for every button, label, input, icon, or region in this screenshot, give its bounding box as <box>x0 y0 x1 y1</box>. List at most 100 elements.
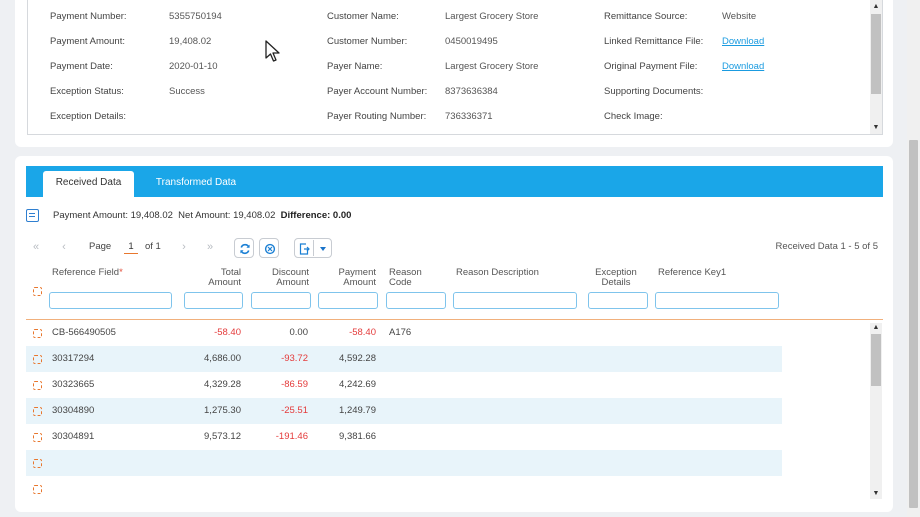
filter-exception-details[interactable] <box>588 292 648 309</box>
row-select-checkbox[interactable] <box>33 485 42 494</box>
export-icon <box>299 243 310 255</box>
table-row[interactable] <box>26 450 782 476</box>
cell-reference: 30304890 <box>52 405 95 416</box>
first-page-icon[interactable]: « <box>32 241 40 253</box>
col-total-amount-line2: Amount <box>208 277 241 288</box>
filter-total-amount[interactable] <box>184 292 243 309</box>
tab-received-data[interactable]: Received Data <box>43 171 134 197</box>
scroll-up-icon[interactable]: ▲ <box>872 324 880 331</box>
col-reason-code[interactable]: Reason Code <box>389 268 422 288</box>
exception-status-value: Success <box>169 86 205 97</box>
reset-button[interactable] <box>259 238 279 258</box>
header-divider <box>26 319 883 320</box>
scroll-up-icon[interactable]: ▲ <box>872 3 880 10</box>
supporting-documents-label: Supporting Documents: <box>604 86 704 97</box>
info-row: Payment Number: 5355750194 Customer Name… <box>28 11 864 25</box>
cell-reference: 30304891 <box>52 431 95 442</box>
grid-scrollbar[interactable]: ▲ ▼ <box>870 323 882 499</box>
row-select-checkbox[interactable] <box>33 355 42 364</box>
col-payment-amount-line1: Payment <box>338 267 377 278</box>
remittance-source-value: Website <box>722 11 757 22</box>
row-select-checkbox[interactable] <box>33 329 42 338</box>
payer-name-value: Largest Grocery Store <box>445 61 539 72</box>
filter-reason-code[interactable] <box>386 292 446 309</box>
col-reason-code-line1: Reason <box>389 267 422 278</box>
payer-routing-number-label: Payer Routing Number: <box>327 111 427 122</box>
filter-discount-amount[interactable] <box>251 292 311 309</box>
table-row[interactable]: 30304891 9,573.12 -191.46 9,381.66 <box>26 424 782 450</box>
filter-reason-description[interactable] <box>453 292 577 309</box>
last-page-icon[interactable]: » <box>206 241 214 253</box>
export-button[interactable] <box>294 238 332 258</box>
cell-reference: 30317294 <box>52 353 95 364</box>
required-mark: * <box>119 267 123 278</box>
filter-reference-key[interactable] <box>655 292 779 309</box>
data-panel: Received Data Transformed Data Payment A… <box>15 156 893 512</box>
customer-name-value: Largest Grocery Store <box>445 11 539 22</box>
mouse-cursor-icon <box>265 40 280 62</box>
cell-total-amount: -58.40 <box>214 327 241 338</box>
filter-reference-field[interactable] <box>49 292 172 309</box>
original-payment-download-link[interactable]: Download <box>722 61 765 72</box>
row-select-checkbox[interactable] <box>33 407 42 416</box>
payment-info-panel: Payment Number: 5355750194 Customer Name… <box>15 0 893 147</box>
row-select-icon <box>33 287 42 296</box>
payer-account-number-value: 8373636384 <box>445 86 498 97</box>
table-row[interactable]: 30304890 1,275.30 -25.51 1,249.79 <box>26 398 782 424</box>
summary-payment-amount: Payment Amount: 19,408.02 <box>53 210 173 221</box>
remittance-source-label: Remittance Source: <box>604 11 688 22</box>
filter-payment-amount[interactable] <box>318 292 378 309</box>
page-scrollbar-thumb[interactable] <box>909 140 918 508</box>
cell-payment-amount: 1,249.79 <box>339 405 376 416</box>
page-label: Page <box>89 241 112 252</box>
exception-details-label: Exception Details: <box>50 111 127 122</box>
payer-routing-number-value: 736336371 <box>445 111 493 122</box>
table-row[interactable]: 30323665 4,329.28 -86.59 4,242.69 <box>26 372 782 398</box>
cell-payment-amount: 9,381.66 <box>339 431 376 442</box>
info-row: Payment Date: 2020-01-10 Payer Name: Lar… <box>28 61 864 75</box>
col-discount-amount-line2: Amount <box>276 277 309 288</box>
refresh-button[interactable] <box>234 238 254 258</box>
row-select-icon <box>33 381 42 390</box>
chevron-down-icon[interactable] <box>320 247 326 251</box>
select-all-checkbox[interactable] <box>33 287 42 296</box>
table-row[interactable]: 30317294 4,686.00 -93.72 4,592.28 <box>26 346 782 372</box>
col-reference-field-label: Reference Field <box>52 267 120 278</box>
col-reference-field[interactable]: Reference Field* <box>52 268 123 278</box>
row-select-checkbox[interactable] <box>33 381 42 390</box>
col-reason-code-line2: Code <box>389 277 412 288</box>
col-payment-amount[interactable]: Payment Amount <box>318 267 377 288</box>
payment-info-grid: Payment Number: 5355750194 Customer Name… <box>27 0 883 135</box>
grid-scrollbar-thumb[interactable] <box>871 334 881 386</box>
linked-remittance-download-link[interactable]: Download <box>722 36 765 47</box>
scroll-down-icon[interactable]: ▼ <box>872 490 880 497</box>
exception-status-label: Exception Status: <box>50 86 124 97</box>
tab-transformed-data[interactable]: Transformed Data <box>155 177 237 188</box>
col-discount-amount[interactable]: Discount Amount <box>250 268 309 288</box>
table-row[interactable]: CB-566490505 -58.40 0.00 -58.40 A176 <box>26 320 782 346</box>
summary-icon <box>26 209 39 222</box>
payer-name-label: Payer Name: <box>327 61 383 72</box>
col-exception-details-line2: Details <box>601 277 631 288</box>
cell-discount-amount: -93.72 <box>281 353 308 364</box>
customer-number-label: Customer Number: <box>327 36 408 47</box>
page-scrollbar[interactable] <box>907 0 920 517</box>
check-image-label: Check Image: <box>604 111 663 122</box>
payment-date-label: Payment Date: <box>50 61 113 72</box>
col-total-amount[interactable]: Total Amount <box>183 268 241 288</box>
scroll-down-icon[interactable]: ▼ <box>872 124 880 131</box>
col-reason-description[interactable]: Reason Description <box>456 267 539 278</box>
page-number-input[interactable]: 1 <box>124 239 138 254</box>
col-reference-key[interactable]: Reference Key1 <box>658 267 727 278</box>
scrollbar-thumb[interactable] <box>871 14 881 94</box>
original-payment-file-label: Original Payment File: <box>604 61 698 72</box>
table-row[interactable] <box>26 476 782 502</box>
prev-page-icon[interactable]: ‹ <box>62 241 66 253</box>
next-page-icon[interactable]: › <box>182 241 186 253</box>
row-select-checkbox[interactable] <box>33 433 42 442</box>
row-select-icon <box>33 459 42 468</box>
payer-account-number-label: Payer Account Number: <box>327 86 428 97</box>
info-scrollbar[interactable]: ▲ ▼ <box>870 0 882 134</box>
col-exception-details[interactable]: Exception Details <box>587 268 645 288</box>
row-select-checkbox[interactable] <box>33 459 42 468</box>
